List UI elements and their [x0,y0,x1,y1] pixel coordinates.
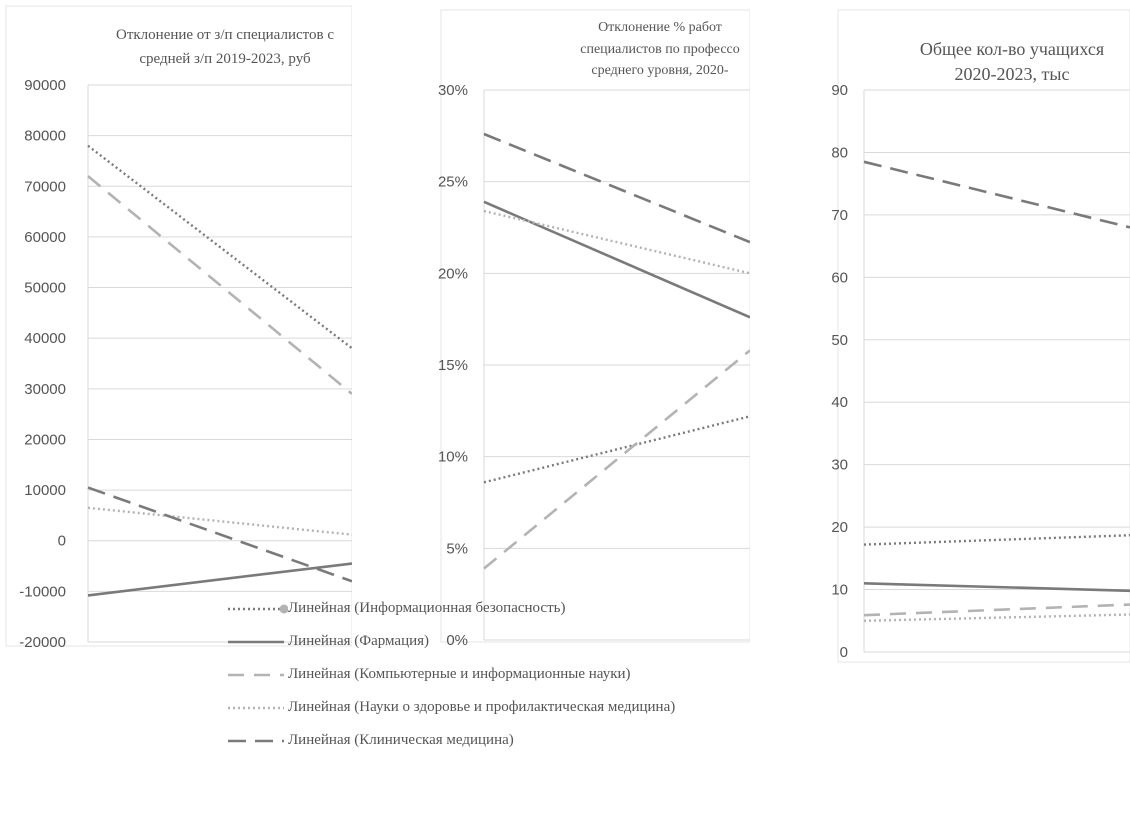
y-tick-label: 90000 [24,77,66,94]
legend-label: Линейная (Информационная безопасность) [288,600,566,616]
y-tick-label: -10000 [19,583,66,600]
y-tick-label: 0 [58,533,66,550]
y-tick-label: 50000 [24,280,66,297]
legend-item: Линейная (Фармация) [226,625,926,658]
y-tick-label: 50 [831,332,848,349]
y-tick-label: 20% [438,265,468,282]
legend-line-icon [228,706,284,709]
y-tick-label: 40000 [24,330,66,347]
series-line [863,613,1130,622]
series-line [87,486,352,583]
chart-frame [837,9,1130,663]
y-tick-label: 70 [831,207,848,224]
legend-line-icon [228,640,284,643]
legend-label: Линейная (Компьютерные и информационные … [288,666,631,682]
y-tick-label: 0 [840,644,848,661]
series-line [483,132,750,244]
y-tick-label: 80000 [24,128,66,145]
y-tick-label: 25% [438,174,468,191]
chart-title: среднего уровня, 2020- [591,63,729,78]
y-tick-label: 40 [831,394,848,411]
chart-salary-deviation: 90000 80000 70000 60000 50000 40000 30000 20000… [5,5,352,651]
y-tick-label: 5% [446,540,468,557]
series-line [863,582,1130,593]
y-tick-label: 60000 [24,229,66,246]
legend-label: Линейная (Фармация) [288,633,430,649]
y-tick-label: 10000 [24,482,66,499]
series-line [87,562,352,597]
legend-line-icon [228,739,284,742]
chart-frame [5,5,352,647]
y-tick-label: 0% [446,632,468,649]
chart-title: специалистов по профессо [580,42,740,57]
series-line [483,209,750,275]
y-tick-label: 70000 [24,178,66,195]
chart-employment-deviation: 30% 25% 20% 15% 10% 5% 0% Отклонение % работ спе… [438,9,750,649]
legend-item: Линейная (Клиническая медицина) [226,724,926,757]
legend-line-icon [228,673,284,676]
y-tick-label: 15% [438,357,468,374]
legend-line-icon [228,604,288,613]
legend-item: Линейная (Информационная безопасность) [226,592,926,625]
chart-title: Общее кол-во учащихся [920,39,1104,59]
legend-label: Линейная (Науки о здоровье и профилактич… [288,699,676,715]
chart-title: средней з/п 2019-2023, руб [139,51,311,67]
y-tick-label: 20 [831,519,848,536]
series-line [87,506,352,536]
y-tick-label: 30% [438,82,468,99]
legend-marker [279,604,288,613]
series-line [863,603,1130,617]
y-tick-label: 30000 [24,381,66,398]
y-tick-label: -20000 [19,634,66,651]
y-tick-label: 10 [831,582,848,599]
y-tick-label: 10% [438,449,468,466]
chart-students-total: 90 80 70 60 50 40 30 20 10 0 Общее кол-во учащихся… [831,9,1130,663]
legend-item: Линейная (Компьютерные и информационные … [226,658,926,691]
chart-title: Отклонение от з/п специалистов с [116,27,334,43]
series-line [483,349,750,570]
y-tick-label: 20000 [24,431,66,448]
y-tick-label: 30 [831,457,848,474]
legend-label: Линейная (Клиническая медицина) [288,732,514,748]
chart-frame [440,9,750,643]
chart-title: 2020-2023, тыс [955,64,1070,84]
legend: Линейная (Информационная безопасность) Л… [226,592,926,757]
series-line [87,175,352,395]
y-tick-label: 80 [831,144,848,161]
legend-item: Линейная (Науки о здоровье и профилактич… [226,691,926,724]
series-line [863,534,1130,546]
y-tick-label: 60 [831,269,848,286]
chart-title: Отклонение % работ [598,20,722,35]
series-line [483,415,750,484]
series-line [863,160,1130,229]
series-line [87,144,352,350]
y-tick-label: 90 [831,82,848,99]
